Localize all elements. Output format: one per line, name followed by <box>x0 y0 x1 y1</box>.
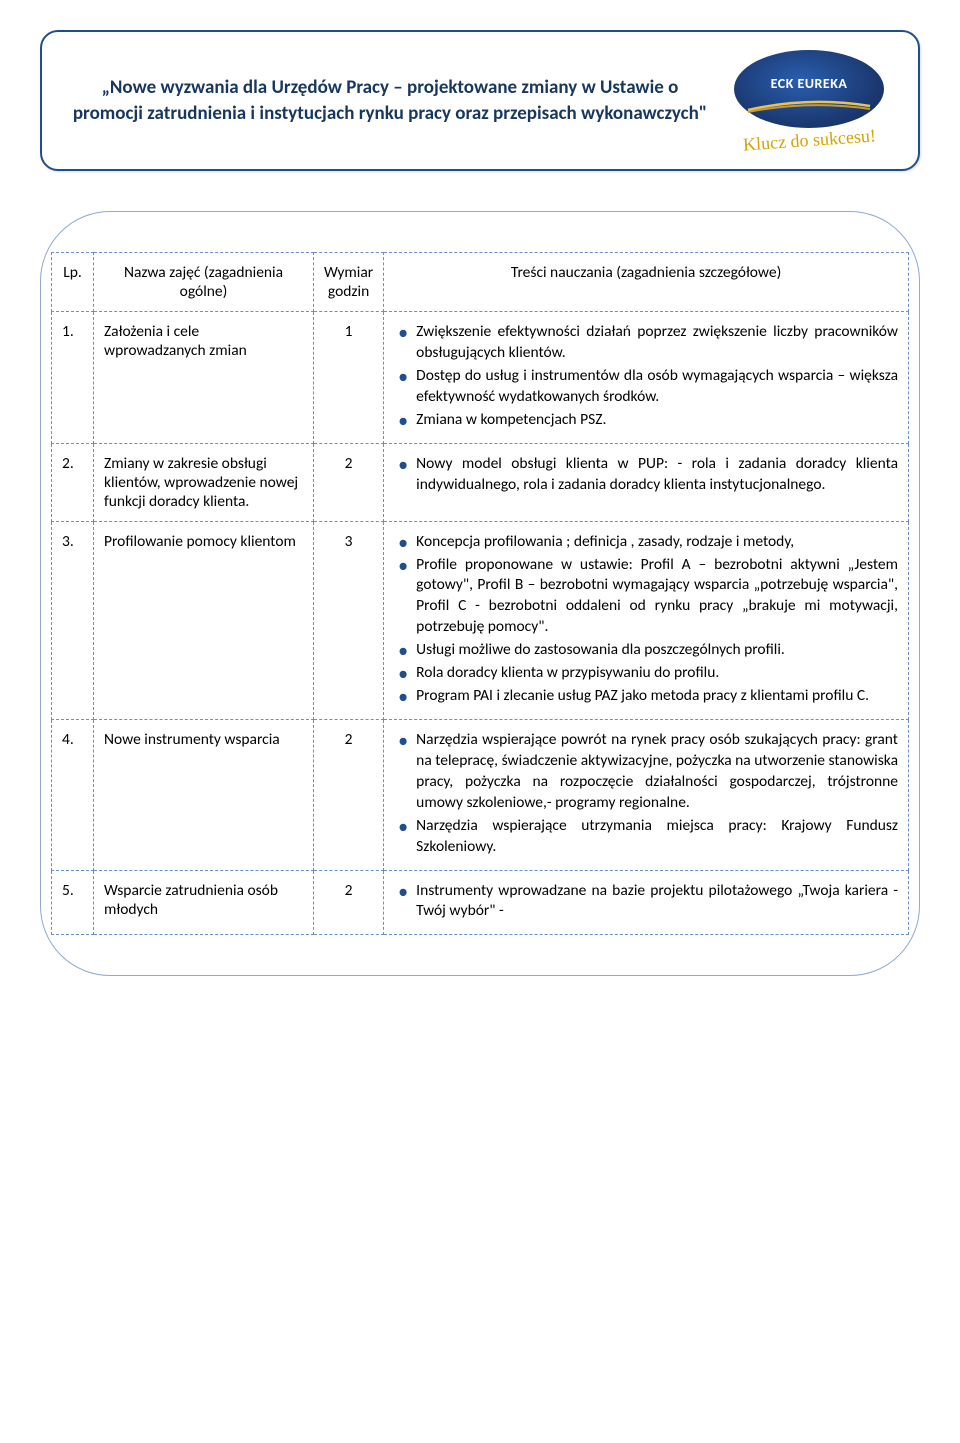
cell-content: Zwiększenie efektywności działań poprzez… <box>384 312 909 444</box>
document-title: „Nowe wyzwania dla Urzędów Pracy – proje… <box>66 75 724 126</box>
content-card: Lp. Nazwa zajęć (zagadnienia ogólne) Wym… <box>40 211 920 976</box>
cell-name: Profilowanie pomocy klientom <box>94 521 314 719</box>
table-row: 4.Nowe instrumenty wsparcia2Narzędzia ws… <box>52 719 909 870</box>
table-row: 5.Wsparcie zatrudnienia osób młodych2Ins… <box>52 870 909 935</box>
bullet-list: Narzędzia wspierające powrót na rynek pr… <box>394 730 898 858</box>
col-header-hours: Wymiar godzin <box>314 253 384 312</box>
col-header-content: Treści nauczania (zagadnienia szczegółow… <box>384 253 909 312</box>
table-header-row: Lp. Nazwa zajęć (zagadnienia ogólne) Wym… <box>52 253 909 312</box>
cell-lp: 4. <box>52 719 94 870</box>
bullet-list: Instrumenty wprowadzane na bazie projekt… <box>394 881 898 923</box>
bullet-item: Program PAI i zlecanie usług PAZ jako me… <box>394 686 898 707</box>
bullet-item: Instrumenty wprowadzane na bazie projekt… <box>394 881 898 923</box>
logo-text: ECK EUREKA <box>771 75 848 92</box>
bullet-item: Rola doradcy klienta w przypisywaniu do … <box>394 663 898 684</box>
cell-lp: 1. <box>52 312 94 444</box>
bullet-item: Koncepcja profilowania ; definicja , zas… <box>394 532 898 553</box>
cell-content: Narzędzia wspierające powrót na rynek pr… <box>384 719 909 870</box>
cell-hours: 2 <box>314 719 384 870</box>
cell-name: Nowe instrumenty wsparcia <box>94 719 314 870</box>
cell-lp: 5. <box>52 870 94 935</box>
col-header-name: Nazwa zajęć (zagadnienia ogólne) <box>94 253 314 312</box>
header-card: „Nowe wyzwania dla Urzędów Pracy – proje… <box>40 30 920 171</box>
bullet-item: Profile proponowane w ustawie: Profil A … <box>394 555 898 639</box>
cell-content: Koncepcja profilowania ; definicja , zas… <box>384 521 909 719</box>
bullet-item: Narzędzia wspierające utrzymania miejsca… <box>394 816 898 858</box>
bullet-item: Narzędzia wspierające powrót na rynek pr… <box>394 730 898 814</box>
cell-hours: 2 <box>314 870 384 935</box>
bullet-list: Zwiększenie efektywności działań poprzez… <box>394 322 898 431</box>
bullet-item: Usługi możliwe do zastosowania dla poszc… <box>394 640 898 661</box>
col-header-lp: Lp. <box>52 253 94 312</box>
cell-name: Wsparcie zatrudnienia osób młodych <box>94 870 314 935</box>
table-row: 1.Założenia i cele wprowadzanych zmian1Z… <box>52 312 909 444</box>
bullet-item: Zmiana w kompetencjach PSZ. <box>394 410 898 431</box>
bullet-item: Dostęp do usług i instrumentów dla osób … <box>394 366 898 408</box>
cell-hours: 3 <box>314 521 384 719</box>
syllabus-table: Lp. Nazwa zajęć (zagadnienia ogólne) Wym… <box>51 252 909 935</box>
bullet-item: Zwiększenie efektywności działań poprzez… <box>394 322 898 364</box>
bullet-list: Nowy model obsługi klienta w PUP: - rola… <box>394 454 898 496</box>
cell-name: Założenia i cele wprowadzanych zmian <box>94 312 314 444</box>
cell-lp: 3. <box>52 521 94 719</box>
logo-tagline: Klucz do sukcesu! <box>742 125 876 155</box>
logo-ellipse: ECK EUREKA <box>734 50 884 128</box>
logo-swoosh-icon <box>746 100 872 114</box>
logo-block: ECK EUREKA Klucz do sukcesu! <box>724 50 894 151</box>
cell-lp: 2. <box>52 443 94 521</box>
cell-content: Nowy model obsługi klienta w PUP: - rola… <box>384 443 909 521</box>
cell-hours: 1 <box>314 312 384 444</box>
table-row: 3.Profilowanie pomocy klientom3 Koncepcja… <box>52 521 909 719</box>
table-row: 2.Zmiany w zakresie obsługi klientów, wp… <box>52 443 909 521</box>
cell-name: Zmiany w zakresie obsługi klientów, wpro… <box>94 443 314 521</box>
bullet-list: Koncepcja profilowania ; definicja , zas… <box>394 532 898 707</box>
cell-hours: 2 <box>314 443 384 521</box>
cell-content: Instrumenty wprowadzane na bazie projekt… <box>384 870 909 935</box>
bullet-item: Nowy model obsługi klienta w PUP: - rola… <box>394 454 898 496</box>
